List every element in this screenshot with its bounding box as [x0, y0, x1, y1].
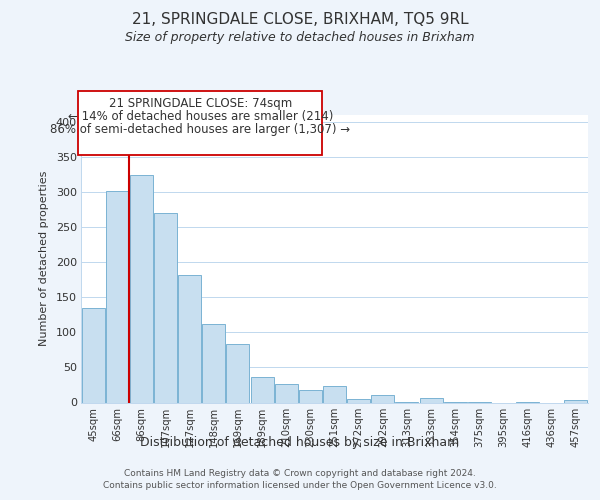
Bar	[347, 399, 370, 402]
Bar	[82, 308, 104, 402]
Bar	[106, 190, 128, 402]
Text: Distribution of detached houses by size in Brixham: Distribution of detached houses by size …	[140, 436, 460, 449]
Bar	[178, 275, 201, 402]
Text: Contains HM Land Registry data © Crown copyright and database right 2024.: Contains HM Land Registry data © Crown c…	[124, 470, 476, 478]
Bar	[323, 386, 346, 402]
Bar	[154, 213, 177, 402]
Y-axis label: Number of detached properties: Number of detached properties	[39, 171, 49, 346]
Text: 86% of semi-detached houses are larger (1,307) →: 86% of semi-detached houses are larger (…	[50, 123, 350, 136]
Text: ← 14% of detached houses are smaller (214): ← 14% of detached houses are smaller (21…	[68, 110, 333, 123]
Bar	[565, 400, 587, 402]
Text: 21, SPRINGDALE CLOSE, BRIXHAM, TQ5 9RL: 21, SPRINGDALE CLOSE, BRIXHAM, TQ5 9RL	[131, 12, 469, 28]
Bar	[299, 390, 322, 402]
Bar	[130, 174, 153, 402]
Bar	[226, 344, 250, 403]
Bar	[371, 395, 394, 402]
Bar	[251, 376, 274, 402]
Bar	[275, 384, 298, 402]
Text: 21 SPRINGDALE CLOSE: 74sqm: 21 SPRINGDALE CLOSE: 74sqm	[109, 97, 292, 110]
Text: Size of property relative to detached houses in Brixham: Size of property relative to detached ho…	[125, 31, 475, 44]
Text: Contains public sector information licensed under the Open Government Licence v3: Contains public sector information licen…	[103, 482, 497, 490]
Bar	[419, 398, 443, 402]
Bar	[202, 324, 225, 402]
